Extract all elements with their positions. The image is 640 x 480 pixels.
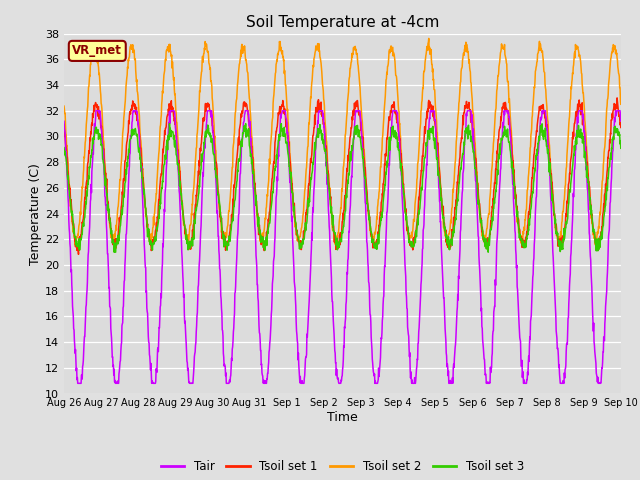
Legend: Tair, Tsoil set 1, Tsoil set 2, Tsoil set 3: Tair, Tsoil set 1, Tsoil set 2, Tsoil se… <box>156 455 529 478</box>
Title: Soil Temperature at -4cm: Soil Temperature at -4cm <box>246 15 439 30</box>
X-axis label: Time: Time <box>327 411 358 424</box>
Text: VR_met: VR_met <box>72 44 122 58</box>
Y-axis label: Temperature (C): Temperature (C) <box>29 163 42 264</box>
